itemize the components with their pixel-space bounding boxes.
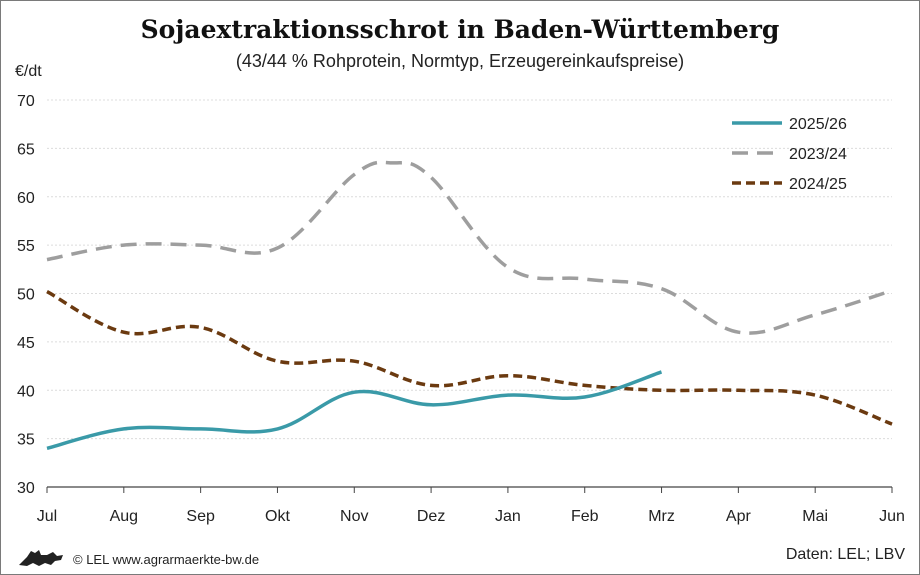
x-tick-label: Jul <box>37 508 57 525</box>
y-tick-label: 60 <box>17 190 35 207</box>
y-tick-label: 50 <box>17 287 35 304</box>
footer-source-left: © LEL www.agrarmaerkte-bw.de <box>73 552 260 567</box>
x-tick-label: Mrz <box>648 508 675 525</box>
chart-subtitle: (43/44 % Rohprotein, Normtyp, Erzeugerei… <box>235 51 685 71</box>
series-line-2025-26 <box>46 370 663 450</box>
chart-title: Sojaextraktionsschrot in Baden-Württembe… <box>140 15 780 44</box>
lion-logo-icon <box>19 550 63 566</box>
y-tick-label: 40 <box>17 383 35 400</box>
y-axis-unit: €/dt <box>15 63 42 80</box>
y-tick-label: 65 <box>17 141 35 158</box>
series-line-2024-25 <box>46 290 893 426</box>
x-tick-label: Jan <box>495 508 521 525</box>
y-tick-label: 35 <box>17 432 35 449</box>
x-tick-label: Nov <box>340 508 368 525</box>
x-tick-label: Apr <box>726 508 752 525</box>
series-line-2023-24 <box>46 160 893 335</box>
y-tick-label: 45 <box>17 335 35 352</box>
legend-label: 2023/24 <box>789 146 847 163</box>
x-tick-label: Dez <box>417 508 445 525</box>
legend-label: 2025/26 <box>789 116 847 133</box>
legend-label: 2024/25 <box>789 176 847 193</box>
x-tick-label: Okt <box>265 508 290 525</box>
footer-source-right: Daten: LEL; LBV <box>785 546 905 563</box>
x-tick-label: Sep <box>186 508 215 525</box>
x-tick-label: Mai <box>802 508 828 525</box>
y-tick-label: 70 <box>17 93 35 110</box>
y-tick-label: 55 <box>17 238 35 255</box>
x-tick-label: Feb <box>571 508 599 525</box>
x-tick-label: Jun <box>879 508 905 525</box>
y-tick-label: 30 <box>17 480 35 497</box>
x-tick-label: Aug <box>110 508 138 525</box>
